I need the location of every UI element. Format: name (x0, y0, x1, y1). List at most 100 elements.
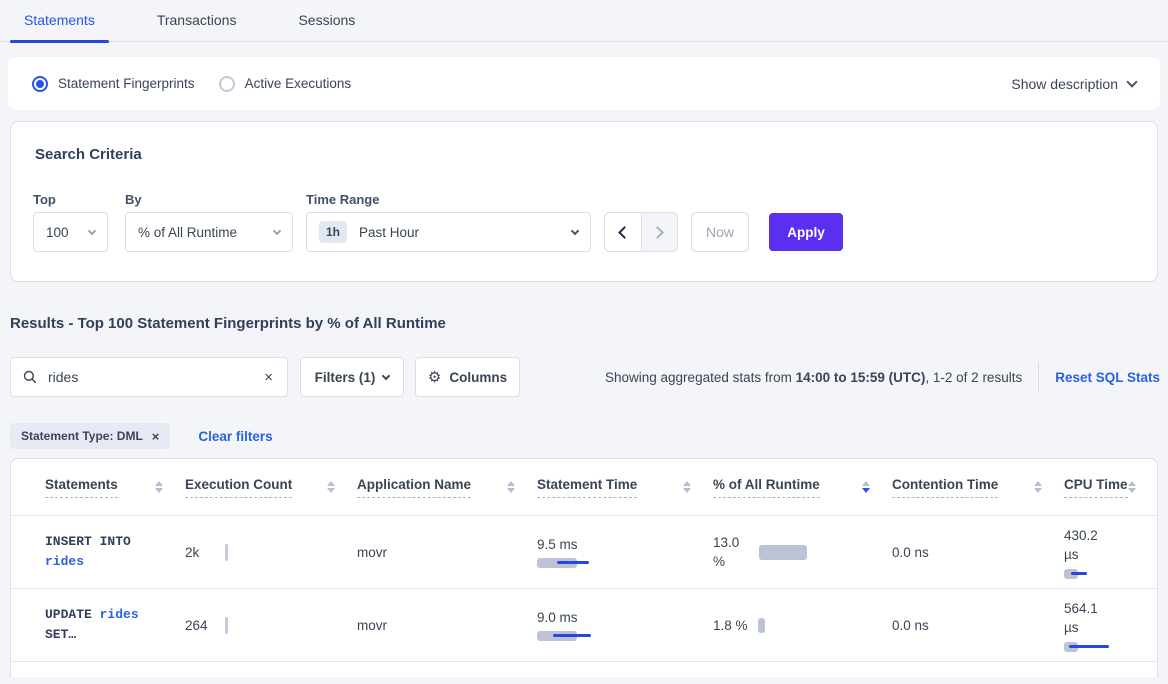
radio-selected-icon (32, 75, 48, 92)
sort-icon[interactable] (507, 481, 515, 493)
clear-filters-link[interactable]: Clear filters (198, 428, 273, 444)
sort-icon[interactable] (1127, 481, 1136, 493)
search-criteria-title: Search Criteria (35, 146, 142, 163)
contention-time-cell: 0.0 ns (892, 617, 929, 633)
pct-runtime-cell: 13.0 % (713, 533, 892, 571)
column-header-pct-all-runtime[interactable]: % of All Runtime (713, 477, 892, 498)
column-header-label: CPU Time (1064, 477, 1128, 498)
time-nav-group (604, 212, 678, 252)
application-name-cell: movr (357, 544, 387, 560)
chevron-down-icon (87, 226, 97, 235)
radio-unselected-icon (218, 75, 235, 92)
column-header-statements[interactable]: Statements (45, 477, 185, 498)
sort-icon[interactable] (155, 481, 163, 493)
radio-active-executions-label: Active Executions (244, 76, 352, 91)
sql-keyword: UPDATE (45, 607, 92, 622)
filter-chip-label: Statement Type: DML (21, 429, 143, 443)
columns-button[interactable]: ⚙ Columns (415, 357, 520, 397)
pct-runtime-value: 1.8 % (713, 617, 748, 633)
filters-button[interactable]: Filters (1) (300, 357, 404, 397)
time-range-label: Time Range (306, 192, 380, 207)
search-input[interactable] (46, 368, 263, 386)
pct-runtime-bar (759, 544, 807, 560)
results-heading: Results - Top 100 Statement Fingerprints… (10, 315, 446, 332)
tab-statements[interactable]: Statements (10, 12, 109, 43)
sql-keyword: INSERT INTO (45, 534, 131, 549)
clear-search-icon[interactable]: × (264, 368, 273, 386)
time-range-select[interactable]: 1h Past Hour (306, 212, 591, 252)
stats-row: Showing aggregated stats from 14:00 to 1… (605, 357, 1160, 397)
stats-suffix: , 1-2 of 2 results (925, 369, 1023, 385)
column-header-cpu-time[interactable]: CPU Time (1064, 477, 1157, 498)
by-select[interactable]: % of All Runtime (125, 212, 293, 252)
statement-link[interactable]: rides (45, 554, 85, 569)
chevron-left-icon (617, 225, 631, 239)
sort-icon[interactable] (327, 481, 335, 493)
remove-filter-icon[interactable]: × (151, 428, 160, 444)
columns-button-label: Columns (449, 369, 508, 385)
execution-count-cell: 264 (185, 616, 357, 634)
column-header-application-name[interactable]: Application Name (357, 477, 537, 498)
time-next-button[interactable] (640, 213, 677, 251)
statement-link[interactable]: rides (99, 607, 139, 622)
column-header-contention-time[interactable]: Contention Time (892, 477, 1064, 498)
column-header-execution-count[interactable]: Execution Count (185, 477, 357, 498)
by-select-value: % of All Runtime (138, 224, 238, 240)
statement-cell: INSERT INTO rides (45, 532, 185, 572)
radio-active-executions[interactable]: Active Executions (218, 75, 352, 92)
table-row: INSERT INTO rides 2k movr 9.5 ms 13.0 % … (11, 516, 1157, 589)
tab-transactions[interactable]: Transactions (156, 12, 237, 28)
filter-chip-row: Statement Type: DML × Clear filters (10, 423, 273, 449)
pct-runtime-cell: 1.8 % (713, 617, 892, 633)
cpu-time-bar (1064, 568, 1126, 579)
gear-icon: ⚙ (427, 368, 442, 386)
reset-sql-stats-link[interactable]: Reset SQL Stats (1055, 369, 1160, 385)
stats-prefix: Showing aggregated stats from (605, 369, 796, 385)
column-header-statement-time[interactable]: Statement Time (537, 477, 713, 498)
vertical-divider (1038, 362, 1040, 392)
statement-time-value: 9.5 ms (537, 536, 578, 552)
filters-button-label: Filters (1) (314, 369, 376, 385)
show-description-toggle[interactable]: Show description (1011, 75, 1138, 92)
statement-time-cell: 9.0 ms (537, 610, 713, 641)
chevron-down-icon (382, 371, 391, 380)
cpu-time-value: 564.1 µs (1064, 600, 1098, 635)
application-name-cell: movr (357, 617, 387, 633)
radio-statement-fingerprints[interactable]: Statement Fingerprints (32, 75, 195, 92)
statement-time-bar (537, 630, 599, 641)
top-select-value: 100 (46, 224, 69, 240)
statement-time-bar (537, 557, 599, 568)
sort-icon[interactable] (1034, 481, 1042, 493)
time-range-badge: 1h (319, 221, 348, 243)
execution-count-bar (225, 543, 228, 561)
chevron-down-icon (1126, 75, 1138, 88)
chevron-right-icon (651, 225, 665, 239)
stats-time-range: 14:00 to 15:59 (UTC) (795, 369, 926, 385)
top-select[interactable]: 100 (33, 212, 108, 252)
chevron-down-icon (272, 226, 282, 235)
radio-statement-fingerprints-label: Statement Fingerprints (58, 76, 195, 91)
column-header-label: Contention Time (892, 477, 999, 498)
sort-icon-active-desc[interactable] (862, 481, 870, 493)
search-icon (23, 370, 37, 384)
statement-cell: UPDATE rides SET… (45, 605, 185, 645)
sort-icon[interactable] (683, 481, 691, 493)
filter-chip-statement-type[interactable]: Statement Type: DML × (10, 423, 171, 449)
table-header-row: Statements Execution Count Application N… (11, 459, 1157, 516)
aggregated-stats-text: Showing aggregated stats from 14:00 to 1… (605, 370, 1022, 385)
cpu-time-cell: 430.2 µs (1064, 526, 1157, 579)
now-button[interactable]: Now (691, 212, 749, 252)
time-prev-button[interactable] (605, 213, 641, 251)
execution-count-value: 2k (185, 544, 200, 560)
execution-count-value: 264 (185, 617, 208, 633)
column-header-label: Application Name (357, 477, 472, 498)
statement-time-cell: 9.5 ms (537, 537, 713, 568)
search-criteria-panel: Search Criteria Top 100 By % of All Runt… (10, 121, 1158, 282)
top-label: Top (33, 192, 56, 207)
column-header-label: % of All Runtime (713, 477, 820, 498)
apply-button[interactable]: Apply (769, 213, 843, 251)
cpu-time-value: 430.2 µs (1064, 527, 1098, 562)
execution-count-bar (225, 616, 228, 634)
cpu-time-bar (1064, 641, 1126, 652)
tab-sessions[interactable]: Sessions (298, 12, 356, 28)
